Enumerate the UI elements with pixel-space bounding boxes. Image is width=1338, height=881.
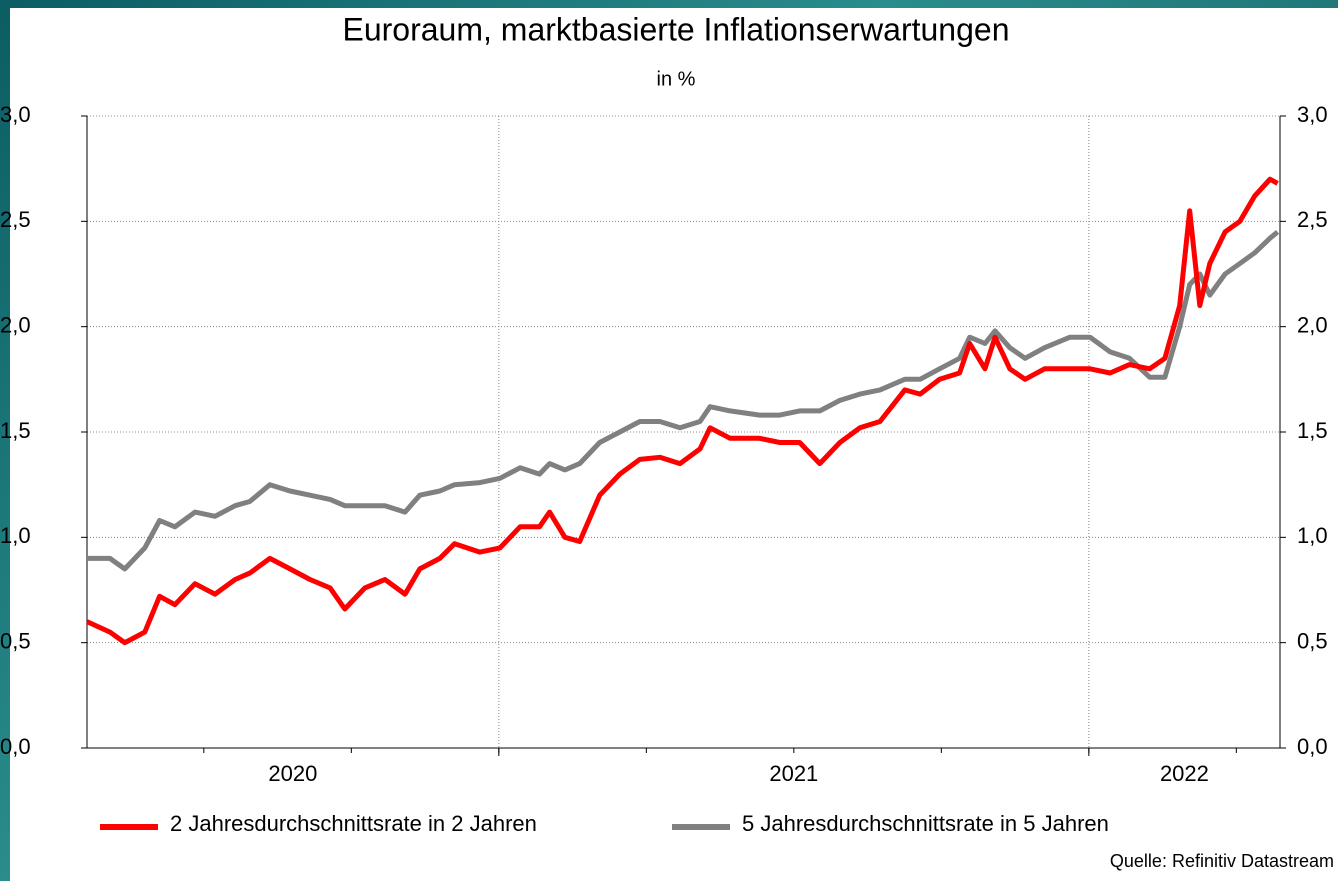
y2-tick-label: 1,5 (1297, 418, 1328, 443)
y-tick-label: 1,0 (0, 523, 31, 548)
x-tick-label: 2020 (268, 761, 317, 786)
chart: Euroraum, marktbasierte Inflationserwart… (0, 0, 1338, 881)
y-tick-label: 2,5 (0, 207, 31, 232)
y2-tick-label: 2,0 (1297, 312, 1328, 337)
y-tick-label: 0,5 (0, 628, 31, 653)
y-tick-label: 0,0 (0, 734, 31, 759)
y2-tick-label: 2,5 (1297, 207, 1328, 232)
legend-label: 5 Jahresdurchschnittsrate in 5 Jahren (742, 811, 1109, 836)
y2-tick-label: 3,0 (1297, 102, 1328, 127)
y2-tick-label: 0,5 (1297, 628, 1328, 653)
x-tick-label: 2022 (1160, 761, 1209, 786)
y2-tick-label: 0,0 (1297, 734, 1328, 759)
source-note: Quelle: Refinitiv Datastream (1110, 851, 1334, 871)
y-tick-label: 2,0 (0, 312, 31, 337)
y-tick-label: 1,5 (0, 418, 31, 443)
x-tick-label: 2021 (769, 761, 818, 786)
y-tick-label: 3,0 (0, 102, 31, 127)
y2-tick-label: 1,0 (1297, 523, 1328, 548)
chart-background (10, 8, 1338, 881)
chart-subtitle: in % (657, 68, 696, 90)
chart-title: Euroraum, marktbasierte Inflationserwart… (343, 11, 1010, 47)
legend-label: 2 Jahresdurchschnittsrate in 2 Jahren (170, 811, 537, 836)
